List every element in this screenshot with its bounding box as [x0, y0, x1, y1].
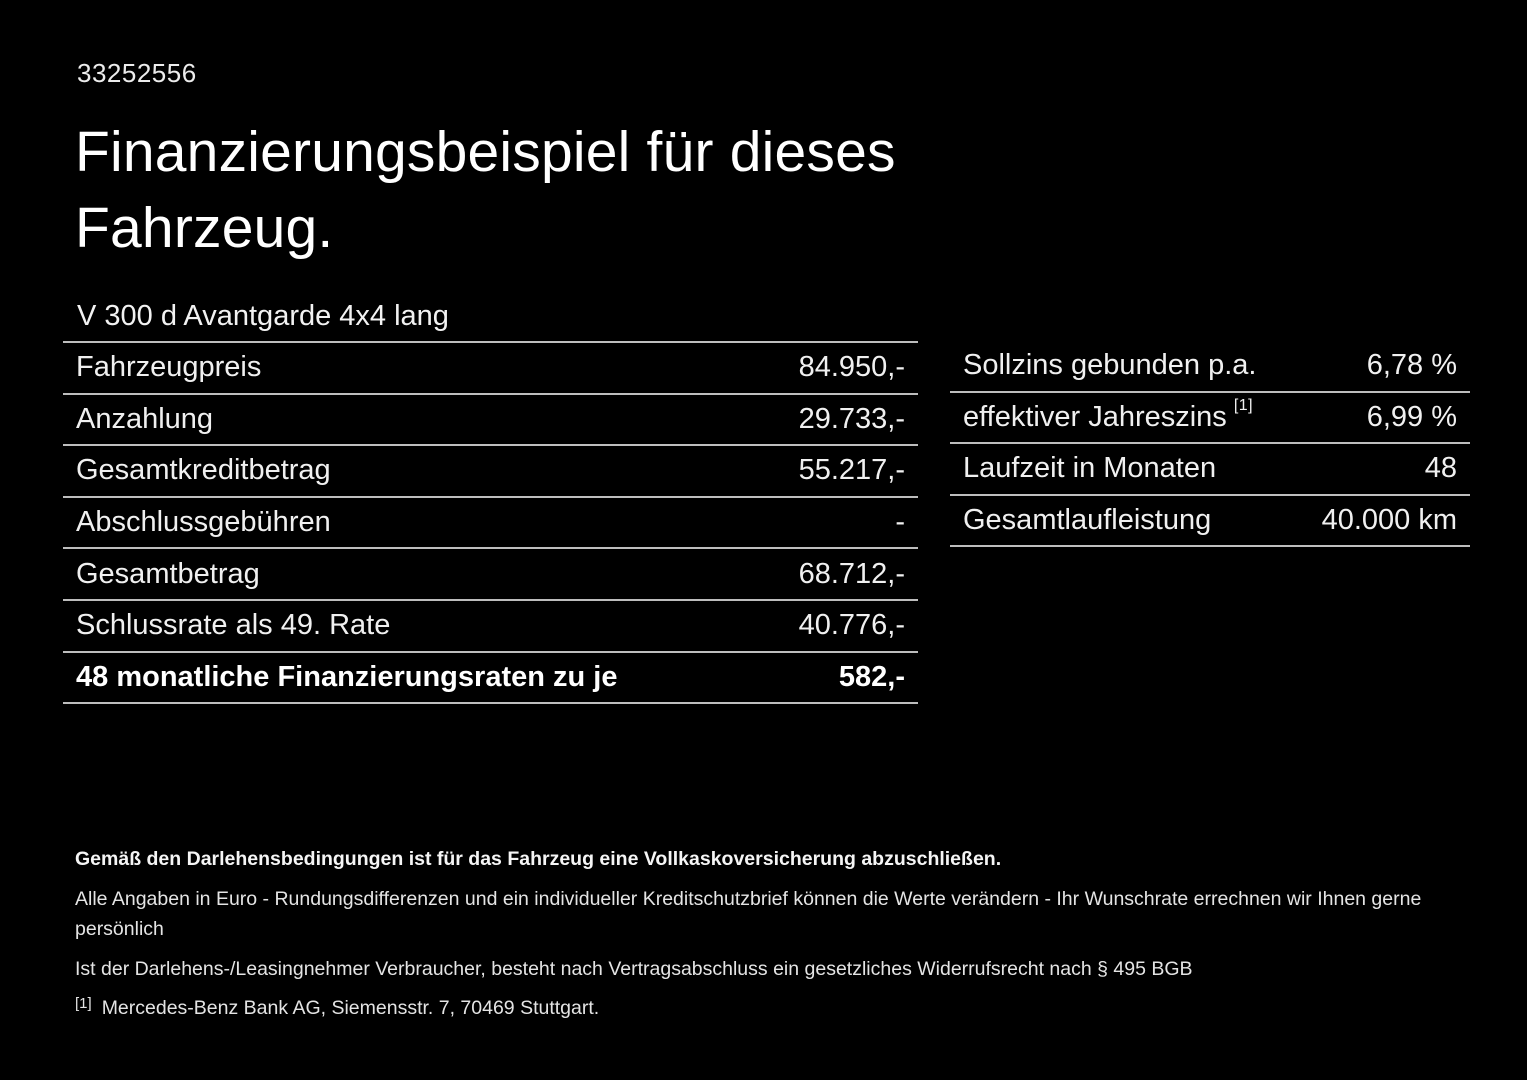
page-title: Finanzierungsbeispiel für dieses Fahrzeu… [75, 114, 896, 266]
row-label: Abschlussgebühren [76, 506, 331, 539]
page-title-line2: Fahrzeug. [75, 196, 334, 260]
table-row: Fahrzeugpreis 84.950,- [63, 343, 918, 395]
financing-table-right: Sollzins gebunden p.a. 6,78 % effektiver J… [950, 341, 1470, 548]
table-row: Abschlussgebühren - [63, 498, 918, 550]
table-row: Anzahlung 29.733,- [63, 395, 918, 447]
table-row: Gesamtbetrag 68.712,- [63, 549, 918, 601]
row-value: - [895, 506, 905, 539]
row-value: 6,78 % [1366, 349, 1457, 382]
table-row: 48 monatliche Finanzierungsraten zu je 58… [63, 653, 918, 705]
row-value: 6,99 % [1366, 400, 1457, 433]
row-label: Schlussrate als 49. Rate [76, 609, 391, 642]
disclaimer-line-1: Alle Angaben in Euro - Rundungsdifferenz… [75, 888, 1422, 940]
footnote-reference-icon: [1] [1233, 397, 1254, 415]
row-label: Anzahlung [76, 402, 214, 435]
disclaimer-line-2: Ist der Darlehens-/Leasingnehmer Verbrau… [75, 958, 1193, 980]
financing-table-left: Fahrzeugpreis 84.950,- Anzahlung 29.733,- Ge… [63, 341, 918, 705]
row-label: Gesamtbetrag [76, 557, 260, 590]
page-title-line1: Finanzierungsbeispiel für dieses [75, 120, 896, 184]
legal-footer: Gemäß den Darlehensbedingungen ist für d… [75, 848, 1455, 1020]
table-row: effektiver Jahreszins [1] 6,99 % [950, 393, 1470, 445]
table-row: Laufzeit in Monaten 48 [950, 444, 1470, 496]
row-label: Sollzins gebunden p.a. [963, 349, 1257, 382]
offer-id: 33252556 [77, 58, 197, 88]
table-row: Gesamtlaufleistung 40.000 km [950, 496, 1470, 548]
financing-tables: Fahrzeugpreis 84.950,- Anzahlung 29.733,- Ge… [63, 341, 1470, 705]
row-label: effektiver Jahreszins [963, 400, 1227, 433]
row-value: 55.217,- [798, 454, 905, 487]
row-value: 84.950,- [798, 351, 905, 384]
insurance-note: Gemäß den Darlehensbedingungen ist für d… [75, 848, 1002, 870]
footnote-text: Mercedes-Benz Bank AG, Siemensstr. 7, 70… [101, 997, 600, 1019]
bank-footnote: [1] Mercedes-Benz Bank AG, Siemensstr. 7… [75, 995, 1455, 1020]
row-value: 40.776,- [798, 609, 905, 642]
row-label: Gesamtkreditbetrag [76, 454, 331, 487]
row-value: 68.712,- [798, 557, 905, 590]
row-value: 29.733,- [798, 402, 905, 435]
table-row: Gesamtkreditbetrag 55.217,- [63, 446, 918, 498]
row-label: 48 monatliche Finanzierungsraten zu je [76, 660, 618, 693]
row-label: Laufzeit in Monaten [963, 452, 1217, 485]
table-row: Sollzins gebunden p.a. 6,78 % [950, 341, 1470, 393]
row-label: Gesamtlaufleistung [963, 504, 1212, 537]
vehicle-name: V 300 d Avantgarde 4x4 lang [77, 300, 449, 332]
row-value: 582,- [838, 660, 905, 693]
row-label: Fahrzeugpreis [76, 351, 262, 384]
row-value: 48 [1424, 452, 1457, 485]
footnote-marker: [1] [75, 995, 92, 1012]
row-value: 40.000 km [1321, 504, 1457, 537]
table-row: Schlussrate als 49. Rate 40.776,- [63, 601, 918, 653]
